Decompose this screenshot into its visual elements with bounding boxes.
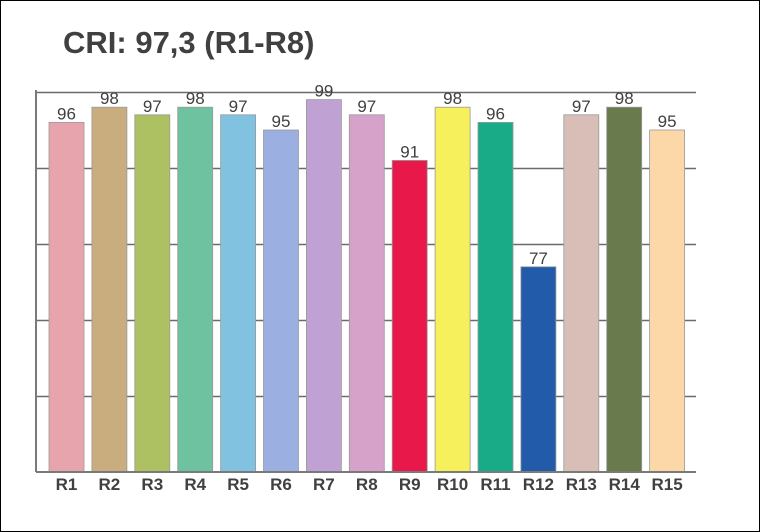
value-label: 97 — [572, 97, 591, 116]
bar-r12 — [520, 266, 557, 473]
value-label: 91 — [400, 142, 419, 161]
category-label: R9 — [399, 475, 421, 494]
bar-r13 — [563, 114, 600, 473]
category-label: R5 — [227, 475, 249, 494]
value-label: 96 — [486, 104, 505, 123]
value-label: 96 — [57, 104, 76, 123]
category-label: R12 — [523, 475, 554, 494]
value-label: 98 — [186, 89, 205, 108]
value-label: 97 — [143, 97, 162, 116]
bar-r3 — [134, 114, 171, 473]
category-label: R11 — [480, 475, 510, 494]
value-label: 95 — [658, 112, 677, 131]
category-label: R3 — [141, 475, 163, 494]
bar-r9 — [391, 159, 428, 473]
category-label: R15 — [652, 475, 683, 494]
bar-r6 — [263, 129, 299, 473]
category-label: R14 — [609, 475, 641, 494]
value-label: 98 — [443, 89, 462, 108]
bar-r8 — [348, 114, 385, 473]
bar-r2 — [91, 106, 128, 473]
category-label: R8 — [356, 475, 378, 494]
bar-r15 — [649, 129, 685, 473]
value-label: 97 — [357, 97, 376, 116]
category-label: R2 — [99, 475, 121, 494]
bar-r11 — [477, 122, 514, 473]
category-label: R13 — [566, 475, 597, 494]
bar-r5 — [220, 114, 257, 473]
bars — [48, 99, 685, 473]
category-labels: R1 R2 R3 R4 R5 R6 R7 R8 R9 R10 R11 R12 R13 R14 R15 — [56, 475, 683, 494]
bar-r14 — [606, 106, 643, 473]
category-label: R7 — [313, 475, 335, 494]
bar-r4 — [177, 106, 214, 473]
value-label: 98 — [615, 89, 634, 108]
axes — [35, 90, 696, 473]
value-label: 95 — [272, 112, 291, 131]
bar-r7 — [305, 99, 342, 473]
category-label: R6 — [270, 475, 292, 494]
value-label: 99 — [314, 82, 333, 101]
value-label: 98 — [100, 89, 119, 108]
bar-r10 — [434, 106, 471, 473]
bar-r1 — [48, 122, 85, 473]
chart-title: CRI: 97,3 (R1-R8) — [63, 25, 315, 60]
value-label: 97 — [229, 97, 248, 116]
value-label: 77 — [529, 249, 548, 268]
value-labels: 96 98 97 98 97 95 99 97 91 98 96 77 97 98 95 — [57, 82, 677, 268]
category-label: R1 — [56, 475, 78, 494]
category-label: R4 — [184, 475, 206, 494]
category-label: R10 — [437, 475, 468, 494]
